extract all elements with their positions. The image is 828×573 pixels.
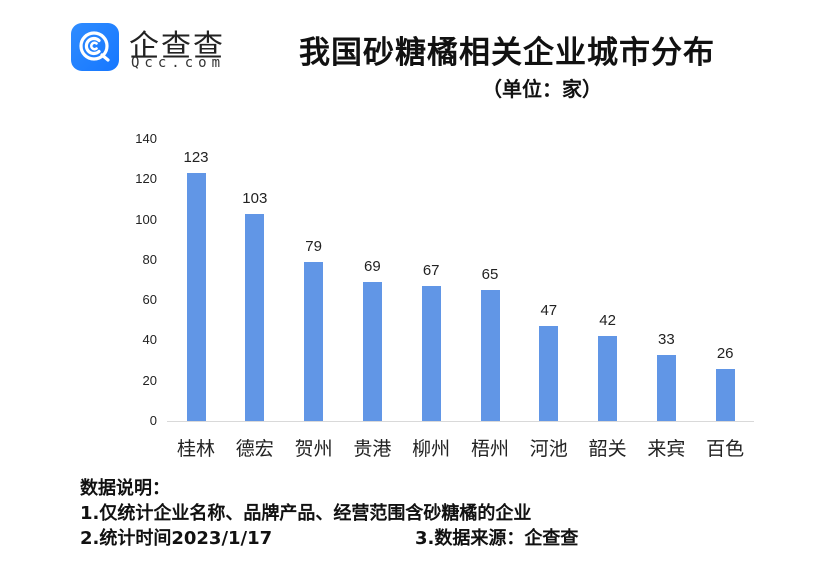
x-category-label: 来宾 bbox=[647, 438, 686, 460]
x-category-label: 贵港 bbox=[353, 438, 392, 460]
x-category-label: 梧州 bbox=[470, 438, 509, 460]
bar-value-label: 65 bbox=[481, 266, 499, 284]
y-tick-label: 0 bbox=[149, 413, 157, 428]
y-tick-label: 120 bbox=[135, 171, 157, 187]
y-tick-label: 20 bbox=[142, 372, 157, 388]
bar-value-label: 103 bbox=[242, 189, 268, 207]
brand-domain: Qcc.com bbox=[131, 55, 226, 71]
bar bbox=[304, 261, 324, 421]
data-notes: 数据说明： 1.仅统计企业名称、品牌产品、经营范围含砂糖橘的企业 2.统计时间2… bbox=[80, 476, 578, 551]
x-category-label: 桂林 bbox=[176, 438, 215, 460]
notes-heading: 数据说明： bbox=[80, 478, 170, 499]
bar bbox=[539, 326, 559, 421]
x-category-label: 柳州 bbox=[412, 438, 451, 460]
bar bbox=[480, 290, 500, 421]
bar bbox=[598, 336, 618, 421]
bar-chart: 0 20 40 60 80 100 120 140 123 桂林 103 德宏 79 贺州 69 贵港 67 柳州… bbox=[135, 131, 754, 460]
notes-line-1: 1.仅统计企业名称、品牌产品、经营范围含砂糖橘的企业 bbox=[80, 503, 532, 524]
bar-value-label: 79 bbox=[305, 237, 322, 255]
bar bbox=[245, 213, 265, 421]
notes-row-2: 2.统计时间2023/1/17 3.数据来源：企查查 bbox=[80, 526, 578, 551]
bar bbox=[362, 282, 382, 421]
qcc-logo: 企查查 Qcc.com bbox=[71, 23, 241, 73]
bar-value-label: 47 bbox=[540, 302, 558, 320]
x-category-label: 韶关 bbox=[588, 438, 627, 460]
chart-title: 我国砂糖橘相关企业城市分布 bbox=[299, 35, 715, 71]
bar-value-label: 33 bbox=[658, 330, 675, 348]
x-category-label: 河池 bbox=[529, 438, 568, 460]
bar bbox=[656, 354, 676, 421]
y-tick-label: 80 bbox=[142, 251, 157, 267]
bar bbox=[421, 286, 441, 421]
chart-subtitle: （单位：家） bbox=[482, 77, 602, 101]
y-tick-label: 40 bbox=[142, 332, 157, 348]
qcc-magnifier-icon bbox=[79, 31, 110, 62]
bar-value-label: 67 bbox=[422, 262, 440, 280]
x-axis-line bbox=[167, 421, 754, 422]
bar bbox=[186, 173, 206, 421]
y-tick-label: 100 bbox=[135, 211, 157, 227]
bar-value-label: 42 bbox=[599, 312, 616, 330]
bar bbox=[715, 368, 735, 421]
bar-value-label: 69 bbox=[364, 258, 381, 275]
bar-value-label: 26 bbox=[716, 344, 734, 362]
qcc-logo-badge bbox=[71, 23, 119, 71]
bar-value-label: 123 bbox=[183, 149, 209, 167]
x-category-label: 德宏 bbox=[235, 438, 274, 460]
y-tick-label: 140 bbox=[135, 131, 157, 146]
brand-name: 企查查 bbox=[129, 29, 225, 64]
notes-line-3: 3.数据来源：企查查 bbox=[415, 528, 579, 549]
y-tick-label: 60 bbox=[142, 292, 157, 308]
x-category-label: 百色 bbox=[706, 438, 745, 460]
x-category-label: 贺州 bbox=[294, 438, 333, 460]
notes-line-2: 2.统计时间2023/1/17 bbox=[80, 528, 273, 549]
